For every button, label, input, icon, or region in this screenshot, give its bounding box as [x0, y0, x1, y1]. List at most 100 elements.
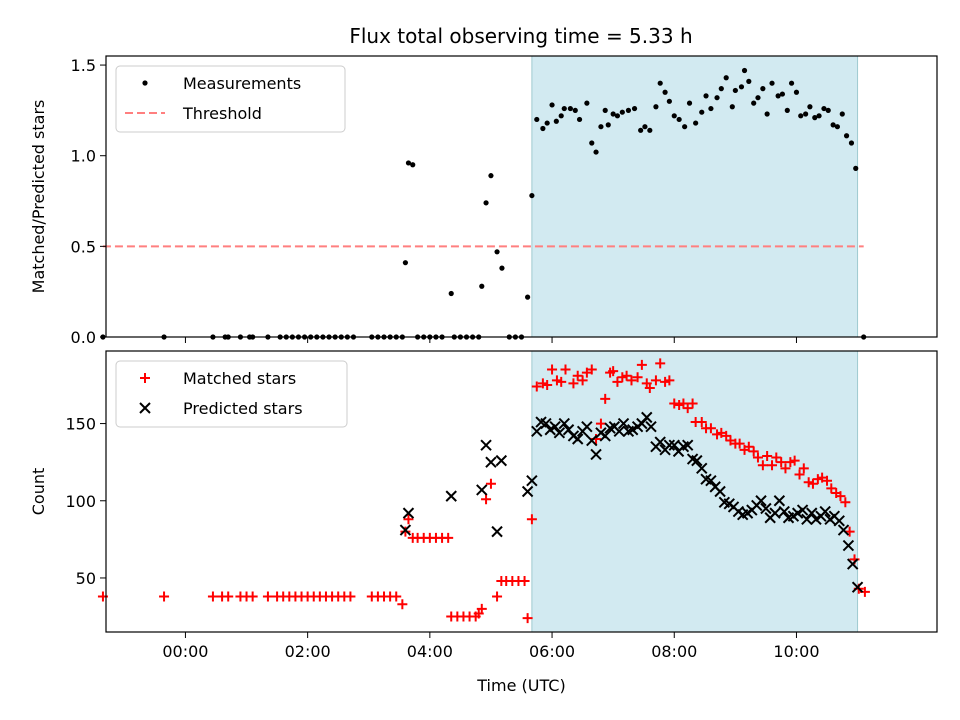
matched-star-point [794, 469, 805, 480]
predicted-star-point [445, 490, 457, 502]
measurement-point [708, 105, 714, 112]
measurement-point [816, 113, 822, 119]
ratio-y-axis-label: Matched/Predicted stars [29, 100, 48, 294]
matched-star-point [705, 423, 716, 434]
predicted-star-point [402, 507, 415, 519]
measurement-point [657, 80, 663, 86]
predicted-star-point [691, 454, 703, 467]
measurement-point [605, 122, 611, 128]
matched-star-point [757, 460, 768, 471]
matched-star-point [568, 378, 579, 389]
matched-star-point [595, 418, 606, 429]
count-y-ticks: 50 100 150 [65, 415, 106, 588]
measurement-point [793, 89, 800, 95]
legend-box [115, 360, 348, 428]
count-legend: Matched stars Predicted stars [115, 360, 348, 428]
matched-star-point [443, 532, 454, 543]
matched-star-point [586, 364, 597, 375]
matched-star-point [664, 375, 675, 386]
ratio-marks [100, 67, 867, 340]
measurement-point [755, 95, 761, 101]
measurement-point [534, 116, 540, 123]
predicted-star-point [714, 485, 726, 498]
measurement-point [410, 162, 416, 168]
matched-star-point [771, 452, 782, 463]
measurement-point [723, 75, 729, 81]
predicted-star-point [613, 425, 625, 437]
measurement-point [784, 107, 790, 113]
measurement-point [448, 290, 454, 297]
matched-star-point [600, 393, 611, 404]
predicted-star-point [645, 420, 657, 433]
predicted-star-point [476, 484, 488, 496]
predicted-star-point [553, 427, 566, 439]
legend-label: Measurements [183, 74, 301, 93]
measurement-point [598, 124, 604, 130]
measurement-point [602, 107, 608, 113]
measurement-point [567, 105, 573, 112]
measurement-point [812, 115, 818, 121]
matched-star-point [632, 372, 643, 383]
predicted-star-point [558, 417, 570, 430]
observing-window-shade [531, 350, 859, 633]
matched-star-point [655, 358, 666, 369]
matched-star-point [621, 370, 632, 381]
matched-star-point [577, 375, 588, 386]
predicted-star-point [654, 436, 666, 448]
figure-title: Flux total observing time = 5.33 h [349, 24, 692, 48]
measurement-point [848, 140, 855, 146]
count-y-axis-label: Count [29, 468, 48, 516]
matched-star-point [485, 478, 496, 489]
matched-star-point [542, 379, 553, 390]
matched-star-point [481, 494, 492, 505]
predicted-star-point [485, 456, 497, 468]
matched-star-point [687, 398, 698, 409]
measurement-point [821, 105, 827, 112]
predicted-star-point [837, 524, 850, 536]
matched-star-point [400, 526, 411, 537]
predicted-star-point [586, 434, 598, 447]
matched-star-point [798, 463, 809, 474]
matched-star-point [696, 417, 707, 428]
measurement-point [483, 200, 489, 206]
legend-label: Predicted stars [183, 399, 303, 418]
measurement-point [779, 91, 786, 97]
measurement-point [488, 173, 494, 179]
measurement-point [666, 98, 672, 104]
measurement-point [540, 125, 546, 132]
predicted-star-point [617, 417, 630, 430]
x-tick-label: 06:00 [529, 642, 575, 661]
measurement-point [853, 165, 859, 171]
matched-star-point [608, 366, 619, 377]
measurement-point [584, 100, 590, 106]
measurement-point [614, 113, 621, 119]
predicted-star-point [641, 411, 653, 424]
measurement-point [703, 93, 709, 99]
measurement-point [402, 260, 409, 266]
measurement-point [830, 122, 836, 128]
matched-star-point [247, 591, 258, 602]
matched-star-point [547, 364, 558, 375]
matched-star-point [476, 603, 487, 614]
predicted-star-point [590, 448, 602, 461]
matched-star-point [391, 591, 402, 602]
matched-star-point [531, 381, 542, 392]
measurement-point [529, 192, 535, 199]
matched-star-point [835, 491, 846, 502]
x-tick-label: 08:00 [651, 642, 697, 661]
matched-star-point [560, 364, 571, 375]
measurement-point [576, 116, 583, 123]
matched-star-point [807, 478, 818, 489]
measurement-point [825, 107, 831, 113]
matched-star-point [767, 460, 778, 471]
measurement-point [714, 95, 720, 101]
predicted-star-point [572, 433, 584, 445]
measurement-point [839, 111, 845, 117]
y-tick-label: 1.5 [71, 56, 96, 75]
predicted-star-point [778, 505, 790, 518]
measurement-point [647, 127, 653, 133]
matched-star-point [345, 591, 356, 602]
legend-x-icon [139, 402, 151, 414]
predicted-star-point [760, 502, 772, 515]
